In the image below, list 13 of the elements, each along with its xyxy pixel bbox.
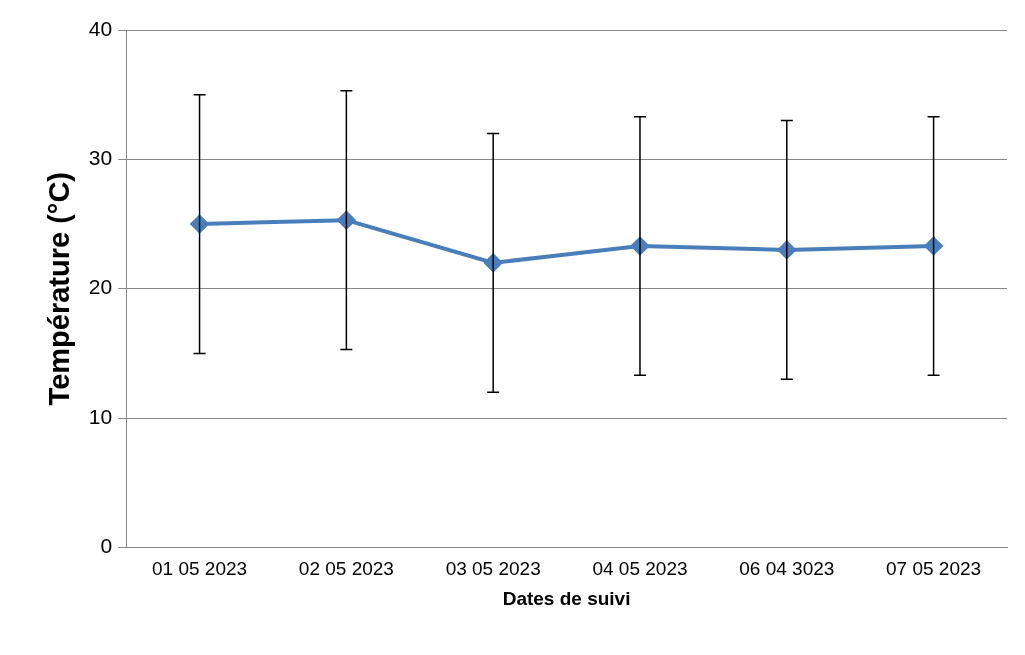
y-tick-label: 40 xyxy=(88,16,113,40)
y-tick-label: 10 xyxy=(88,404,113,428)
x-tick-label: 07 05 2023 xyxy=(886,558,982,580)
x-tick-label: 06 04 3023 xyxy=(739,558,835,580)
y-tick-label: 20 xyxy=(88,275,113,299)
x-axis-title: Dates de suivi xyxy=(502,587,631,609)
x-tick-label: 01 05 2023 xyxy=(152,558,248,580)
y-tick-label: 30 xyxy=(88,146,113,170)
x-tick-label: 04 05 2023 xyxy=(592,558,688,580)
y-tick-label: 0 xyxy=(100,534,113,558)
x-tick-label: 03 05 2023 xyxy=(445,558,541,580)
x-tick-label: 02 05 2023 xyxy=(298,558,394,580)
y-axis-title: Température (°C) xyxy=(43,171,76,406)
